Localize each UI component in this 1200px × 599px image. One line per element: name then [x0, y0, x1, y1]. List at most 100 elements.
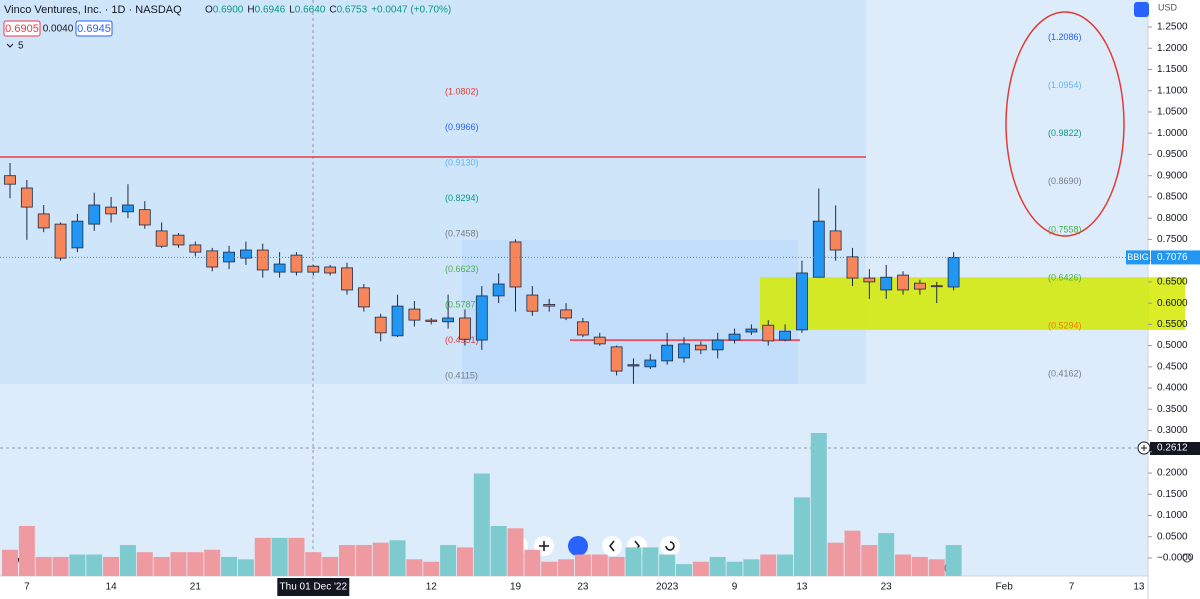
y-tick-label: 0.9500	[1157, 149, 1188, 160]
volume-bar	[541, 561, 558, 576]
reset-chart[interactable]	[660, 536, 680, 556]
volume-bar	[507, 528, 524, 576]
ask-box	[75, 20, 113, 37]
last-price-bg	[1151, 250, 1200, 265]
y-tick-label: 1.0000	[1157, 128, 1188, 139]
settings-gear[interactable]	[1182, 553, 1192, 563]
candle-body	[610, 346, 623, 372]
volume-bar	[389, 540, 406, 576]
fib-label: (0.4162)	[1048, 369, 1082, 379]
volume-bar	[204, 549, 221, 576]
y-tick-label: 0.0500	[1157, 531, 1188, 542]
candle-body	[273, 263, 286, 273]
bid-box	[3, 20, 41, 37]
volume-bar	[524, 549, 541, 576]
fib-label: (0.9822)	[1048, 128, 1082, 138]
y-tick-label: 1.2000	[1157, 43, 1188, 54]
y-tick-label: 0.5500	[1157, 319, 1188, 330]
add-icon	[1141, 445, 1147, 451]
volume-bar	[709, 556, 726, 576]
y-tick-label: 1.1000	[1157, 85, 1188, 96]
fib-label: (0.5294)	[1048, 320, 1082, 330]
candle-body	[206, 250, 219, 268]
candle-body	[54, 223, 67, 259]
legend-item: 0.6900	[213, 5, 244, 16]
candle-body	[812, 220, 825, 278]
volume-bar	[928, 559, 945, 576]
candle-body	[20, 187, 33, 208]
volume-bar	[945, 545, 962, 576]
candle-body	[560, 309, 572, 319]
fib-label: (0.7558)	[1048, 224, 1082, 234]
y-tick-label: 0.8000	[1157, 213, 1188, 224]
volume-bar	[456, 547, 473, 576]
x-tick-label: 19	[510, 582, 522, 593]
candle-body	[4, 175, 16, 185]
zone	[760, 277, 1185, 330]
volume-bar	[827, 542, 844, 576]
candle-body	[863, 277, 876, 283]
indicator-count[interactable]: 5	[18, 41, 24, 52]
candle-body	[357, 287, 370, 308]
volume-bar	[659, 554, 676, 576]
fib-label: (0.6426)	[1048, 272, 1082, 282]
plus-icon	[539, 541, 549, 551]
candle-body	[694, 344, 707, 351]
settings-button[interactable]	[1134, 2, 1149, 17]
candle-body	[88, 204, 101, 225]
scroll-left[interactable]	[602, 536, 622, 556]
x-tick-label: 7	[1069, 582, 1075, 593]
legend-item: 0.6640	[295, 5, 326, 16]
volume-bar	[103, 556, 120, 576]
candle-body	[711, 339, 724, 351]
candle-body	[256, 249, 269, 271]
candle-body	[577, 321, 589, 336]
volume-bar	[625, 547, 642, 576]
symbol-tag: BBIG	[1127, 252, 1149, 262]
x-tick-label: 14	[106, 582, 118, 593]
y-tick-label: 0.5000	[1157, 340, 1188, 351]
currency[interactable]: USD	[1158, 2, 1178, 12]
fib-label: (0.4951)	[445, 335, 479, 345]
y-tick-label: 1.1500	[1157, 64, 1188, 75]
candle-body	[341, 267, 353, 291]
candle-body	[543, 303, 556, 307]
y-tick-label: 0.3000	[1157, 425, 1188, 436]
candle-body	[37, 213, 50, 229]
x-tick-label: 23	[577, 582, 589, 593]
candle-body	[509, 241, 522, 288]
time-axis	[0, 576, 1148, 599]
y-tick-label: 0.7500	[1157, 234, 1188, 245]
legend-item: 0.6946	[255, 5, 286, 16]
candle-body	[105, 206, 117, 215]
y-tick-label: 0.6000	[1157, 298, 1188, 309]
candle-body	[122, 204, 134, 213]
chevron	[609, 540, 615, 552]
volume-bar	[574, 554, 591, 576]
crosshair-price-bg	[1150, 442, 1200, 455]
x-tick-label: 2023	[656, 582, 679, 593]
y-tick-label: 0.4000	[1157, 383, 1188, 394]
volume-bar	[18, 525, 35, 576]
candle-body	[307, 265, 320, 273]
ohlc-legend: O 0.6900 H 0.6946 L 0.6640 C 0.6753 +0.0047 (+0.…	[205, 5, 451, 16]
candle-body	[475, 295, 488, 341]
volume-bar	[136, 552, 153, 576]
volume-bar	[170, 552, 187, 576]
y-tick-label: 0.2000	[1157, 468, 1188, 479]
y-tick-label: 0.4500	[1157, 361, 1188, 372]
y-tick-label: 0.3500	[1157, 404, 1188, 415]
volume-bar	[119, 545, 136, 576]
candle-body	[779, 330, 791, 341]
volume-bar	[591, 554, 608, 576]
collapse-icon[interactable]	[6, 43, 14, 48]
reset-scale[interactable]	[568, 536, 588, 556]
volume-bar	[2, 549, 18, 576]
chart-title: Vinco Ventures, Inc. · 1D · NASDAQ	[4, 4, 182, 16]
candle-body	[155, 230, 168, 247]
volume-bar	[187, 552, 204, 576]
candle-body	[71, 220, 84, 249]
volume-bar	[878, 533, 895, 576]
candle-body	[526, 294, 539, 312]
